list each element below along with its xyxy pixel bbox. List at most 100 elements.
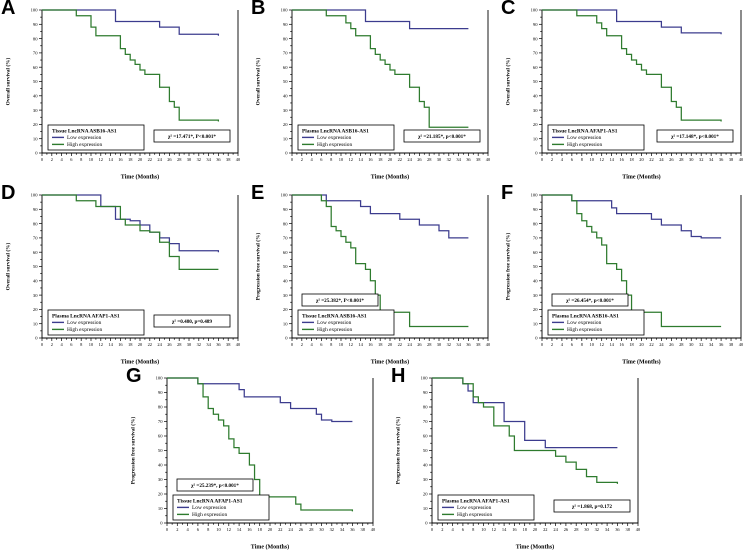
legend-label: High expression — [67, 142, 102, 148]
y-tick-label: 10 — [158, 506, 163, 511]
y-tick-label: 50 — [533, 264, 538, 269]
x-tick-label: 22 — [649, 342, 653, 347]
x-tick-label: 38 — [361, 527, 366, 532]
x-tick-label: 12 — [99, 157, 103, 162]
x-tick-label: 14 — [237, 527, 242, 532]
x-tick-label: 32 — [197, 157, 201, 162]
x-tick-label: 12 — [492, 527, 496, 532]
panel-letter-d: D — [1, 182, 16, 204]
legend-label: High expression — [317, 327, 352, 333]
x-tick-label: 4 — [310, 157, 313, 162]
x-tick-label: 0 — [541, 157, 544, 162]
y-tick-label: 40 — [283, 279, 288, 284]
x-tick-label: 40 — [371, 527, 376, 532]
x-tick-label: 2 — [301, 157, 303, 162]
legend-title: Tissue LncRNA ASB16-AS1 — [302, 314, 367, 320]
x-tick-label: 14 — [108, 342, 113, 347]
survival-curve-low-expression — [432, 377, 618, 449]
y-axis-label: Overall survival (%) — [5, 242, 12, 290]
x-tick-label: 24 — [659, 342, 664, 347]
x-tick-label: 10 — [481, 527, 486, 532]
x-tick-label: 12 — [227, 527, 231, 532]
y-tick-label: 30 — [33, 108, 38, 113]
x-tick-label: 20 — [388, 157, 393, 162]
x-tick-label: 10 — [89, 157, 94, 162]
y-tick-label: 40 — [423, 463, 428, 468]
panel-g: 0 2 4 6 8 10 12 14 16 18 20 22 24 26 28 30 32 34 36 38 40 0 10… — [125, 365, 385, 553]
x-tick-label: 34 — [206, 157, 211, 162]
y-tick-label: 10 — [533, 321, 538, 326]
x-tick-label: 0 — [431, 527, 434, 532]
y-tick-label: 80 — [33, 36, 38, 41]
y-tick-label: 10 — [283, 321, 288, 326]
stats-border — [551, 293, 629, 307]
x-tick-label: 36 — [466, 157, 471, 162]
x-tick-label: 26 — [167, 342, 172, 347]
x-tick-label: 6 — [197, 527, 200, 532]
x-tick-label: 26 — [669, 342, 674, 347]
stats-border — [301, 293, 379, 307]
y-tick-label: 70 — [283, 236, 288, 241]
x-tick-label: 22 — [398, 157, 402, 162]
x-tick-label: 26 — [669, 157, 674, 162]
x-tick-label: 10 — [216, 527, 221, 532]
y-tick-label: 30 — [283, 293, 288, 298]
x-tick-label: 40 — [486, 157, 491, 162]
x-tick-label: 12 — [349, 342, 353, 347]
stats-text: χ² =26.454*, p<0.001* — [565, 298, 614, 304]
x-tick-label: 32 — [699, 157, 703, 162]
x-tick-label: 4 — [60, 157, 63, 162]
legend-label: High expression — [192, 512, 227, 518]
x-tick-label: 30 — [187, 342, 192, 347]
survival-curve-low-expression — [42, 9, 220, 36]
stats-box: χ² =25.382*, P<0.001* — [301, 293, 379, 307]
y-tick-label: 10 — [33, 321, 38, 326]
legend-title: Tissue LncRNA AFAP1-AS1 — [552, 129, 618, 135]
stats-border — [153, 314, 231, 328]
x-tick-label: 20 — [639, 157, 644, 162]
x-tick-label: 26 — [417, 157, 422, 162]
y-tick-label: 40 — [158, 463, 163, 468]
x-tick-label: 14 — [108, 157, 113, 162]
km-plot-f: 0 2 4 6 8 10 12 14 16 18 20 22 24 26 28 30 32 34 36 38 40010… — [505, 193, 745, 366]
x-tick-label: 16 — [118, 342, 123, 347]
panel-letter-c: C — [501, 0, 516, 19]
y-tick-label: 50 — [533, 79, 538, 84]
legend-label: Low expression — [567, 320, 602, 326]
panel-d: 0 2 4 6 8 10 12 14 16 18 20 22 24 26 28 30 32 34 36 38 40 0 10… — [0, 182, 250, 368]
x-tick-label: 34 — [206, 342, 211, 347]
y-tick-label: 0 — [425, 521, 428, 526]
x-tick-label: 16 — [619, 342, 624, 347]
x-tick-label: 0 — [41, 157, 44, 162]
panel-c: 0 2 4 6 8 10 12 14 16 18 20 22 24 26 28 30 32 34 36 38 40 0 10… — [500, 0, 753, 183]
x-tick-label: 4 — [60, 342, 63, 347]
x-tick-label: 40 — [486, 342, 491, 347]
y-tick-label: 90 — [533, 22, 538, 27]
legend-label: Low expression — [192, 505, 227, 511]
y-tick-label: 30 — [33, 293, 38, 298]
x-tick-label: 34 — [709, 342, 714, 347]
y-tick-label: 70 — [33, 51, 38, 56]
x-tick-label: 30 — [319, 527, 324, 532]
x-tick-label: 0 — [291, 157, 294, 162]
y-tick-label: 40 — [533, 279, 538, 284]
y-tick-label: 0 — [160, 521, 163, 526]
y-tick-label: 100 — [31, 193, 39, 198]
panel-b: 0 2 4 6 8 10 12 14 16 18 20 22 24 26 28 30 32 34 36 38 40 0 10… — [250, 0, 500, 183]
x-tick-label: 14 — [358, 157, 363, 162]
x-tick-label: 22 — [398, 342, 402, 347]
x-tick-label: 32 — [197, 342, 201, 347]
x-tick-label: 30 — [437, 342, 442, 347]
panel-letter-h: H — [391, 365, 406, 387]
x-axis-label: Time (Months) — [622, 359, 660, 366]
y-tick-label: 80 — [283, 36, 288, 41]
y-tick-label: 70 — [533, 236, 538, 241]
x-tick-label: 26 — [167, 157, 172, 162]
y-tick-label: 80 — [533, 221, 538, 226]
x-tick-label: 18 — [378, 157, 383, 162]
y-tick-label: 80 — [533, 36, 538, 41]
x-tick-label: 24 — [659, 157, 664, 162]
legend-label: High expression — [317, 142, 352, 148]
x-tick-label: 6 — [571, 342, 574, 347]
